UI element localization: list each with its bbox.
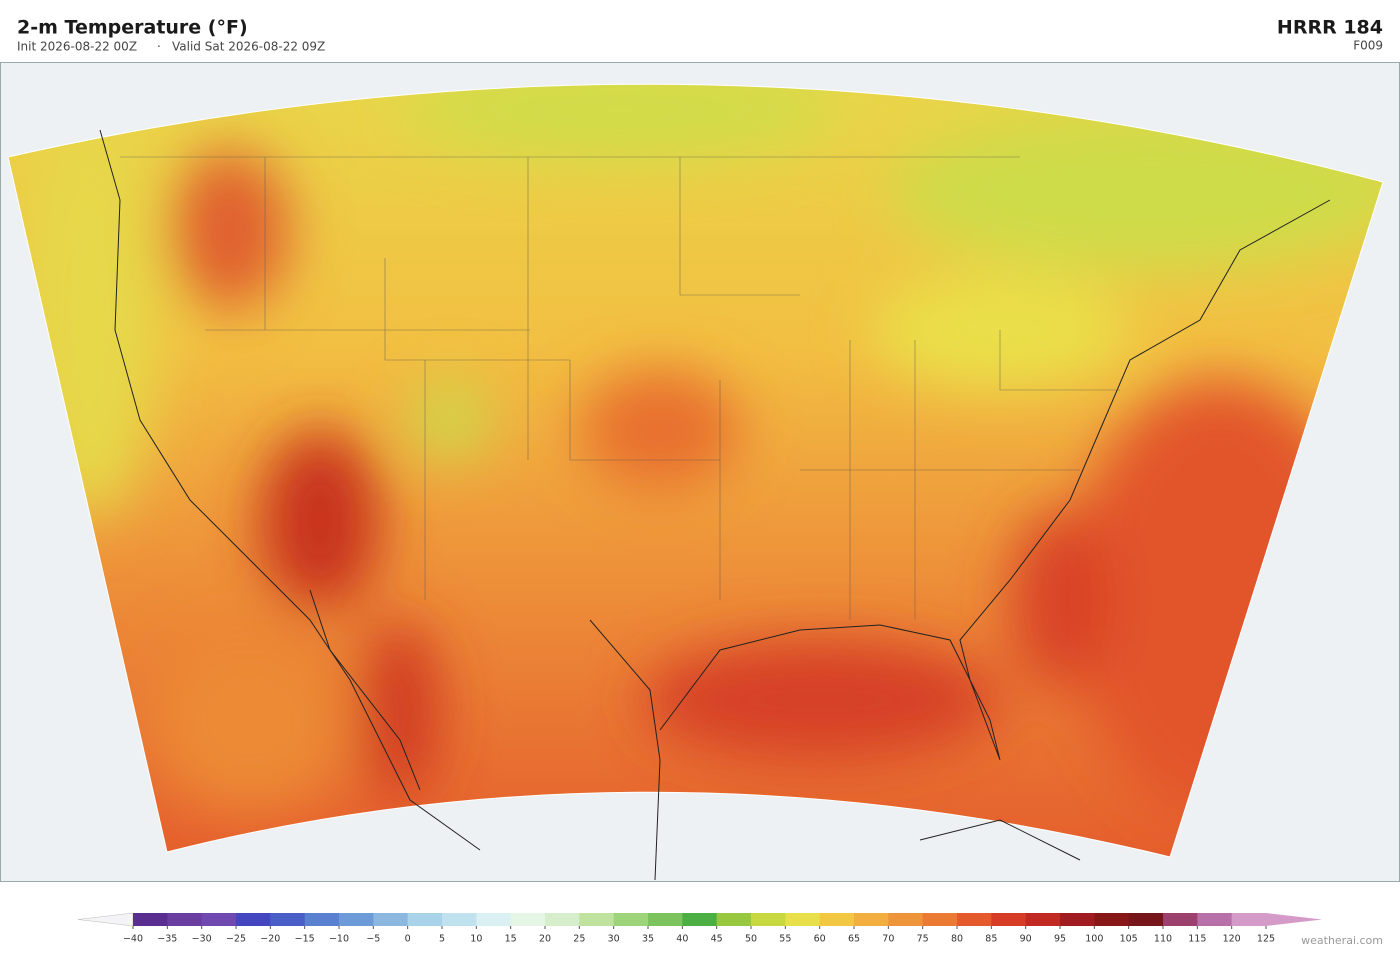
colorbar-bin bbox=[854, 913, 889, 926]
colorbar-tick-label: −25 bbox=[226, 934, 246, 945]
colorbar-bin bbox=[1025, 913, 1061, 926]
colorbar-bin bbox=[957, 913, 992, 926]
colorbar-bin bbox=[682, 913, 718, 926]
colorbar-tick-label: 95 bbox=[1054, 934, 1066, 945]
colorbar-tick-label: 60 bbox=[814, 934, 826, 945]
colorbar-bin bbox=[1163, 913, 1198, 926]
colorbar-tick-label: −5 bbox=[366, 934, 380, 945]
colorbar-bin bbox=[751, 913, 786, 926]
map-title: 2-m Temperature (°F) bbox=[17, 17, 248, 39]
colorbar-bin bbox=[785, 913, 821, 926]
init-time: Init 2026-08-22 00Z bbox=[17, 40, 137, 54]
colorbar-bin bbox=[167, 913, 203, 926]
colorbar-bin bbox=[373, 913, 409, 926]
colorbar-bin bbox=[819, 913, 855, 926]
colorbar-tick-label: 40 bbox=[676, 934, 688, 945]
colorbar-tick-label: −15 bbox=[295, 934, 315, 945]
colorbar-bin bbox=[304, 913, 340, 926]
colorbar-bin bbox=[442, 913, 477, 926]
colorbar-tick-label: 80 bbox=[951, 934, 963, 945]
colorbar-bin bbox=[133, 913, 168, 926]
colorbar-bin bbox=[545, 913, 580, 926]
forecast-hour: F009 bbox=[1353, 39, 1383, 53]
separator: · bbox=[157, 40, 161, 54]
colorbar-tick-label: −20 bbox=[260, 934, 280, 945]
colorbar-tick-label: 35 bbox=[642, 934, 654, 945]
colorbar-bin bbox=[1197, 913, 1233, 926]
colorbar-tick-label: 75 bbox=[917, 934, 929, 945]
colorbar-bin bbox=[476, 913, 512, 926]
colorbar-bin bbox=[236, 913, 271, 926]
colorbar-tick-label: 100 bbox=[1085, 934, 1103, 945]
domain-outline bbox=[7, 83, 1384, 858]
colorbar-tick-label: 105 bbox=[1120, 934, 1138, 945]
colorbar-tick-label: 0 bbox=[405, 934, 411, 945]
colorbar: −40 −35 −30 −25 −20 −15 −10 −5 0 5 10 15 20 25 30 35 40 4… bbox=[77, 912, 1322, 945]
colorbar-tick-label: 65 bbox=[848, 934, 860, 945]
colorbar-bin bbox=[716, 913, 752, 926]
colorbar-tick-label: 25 bbox=[573, 934, 585, 945]
colorbar-tick-label: 20 bbox=[539, 934, 551, 945]
colorbar-bin bbox=[1094, 913, 1130, 926]
colorbar-bin bbox=[1060, 913, 1095, 926]
colorbar-bin bbox=[613, 913, 649, 926]
colorbar-tick-label: 15 bbox=[505, 934, 517, 945]
colorbar-tick-label: −40 bbox=[123, 934, 143, 945]
colorbar-tick-label: 55 bbox=[779, 934, 791, 945]
colorbar-tick-label: 125 bbox=[1257, 934, 1275, 945]
colorbar-bin bbox=[1128, 913, 1164, 926]
colorbar-tick-label: 45 bbox=[711, 934, 723, 945]
colorbar-bin bbox=[270, 913, 306, 926]
coastlines bbox=[99, 129, 1331, 881]
valid-time: Valid Sat 2026-08-22 09Z bbox=[172, 40, 325, 54]
colorbar-tick-label: 10 bbox=[470, 934, 482, 945]
colorbar-tick-label: 110 bbox=[1154, 934, 1172, 945]
colorbar-bin bbox=[201, 913, 237, 926]
map bbox=[0, 62, 1400, 882]
colorbar-tick-label: 115 bbox=[1188, 934, 1206, 945]
colorbar-bin bbox=[648, 913, 683, 926]
colorbar-bin bbox=[1231, 913, 1267, 926]
colorbar-tick-label: 70 bbox=[882, 934, 894, 945]
colorbar-bin bbox=[922, 913, 958, 926]
colorbar-under bbox=[77, 912, 134, 927]
temperature-field bbox=[8, 84, 1383, 858]
colorbar-tick-label: −30 bbox=[192, 934, 212, 945]
colorbar-over bbox=[1266, 913, 1322, 926]
model-name: HRRR 184 bbox=[1277, 17, 1383, 39]
colorbar-tick-label: 90 bbox=[1020, 934, 1032, 945]
colorbar-tick-label: 120 bbox=[1223, 934, 1241, 945]
colorbar-bin bbox=[579, 913, 615, 926]
colorbar-bin bbox=[888, 913, 924, 926]
borders bbox=[120, 156, 1120, 620]
colorbar-tick-label: 5 bbox=[439, 934, 445, 945]
colorbar-tick-label: 50 bbox=[745, 934, 757, 945]
colorbar-bin bbox=[991, 913, 1027, 926]
colorbar-tick-label: −35 bbox=[157, 934, 177, 945]
colorbar-tick-label: 85 bbox=[985, 934, 997, 945]
colorbar-tick-label: −10 bbox=[329, 934, 349, 945]
colorbar-bin bbox=[407, 913, 443, 926]
colorbar-bin bbox=[339, 913, 374, 926]
colorbar-bin bbox=[510, 913, 546, 926]
credit: weatherai.com bbox=[1301, 934, 1383, 947]
colorbar-tick-label: 30 bbox=[608, 934, 620, 945]
